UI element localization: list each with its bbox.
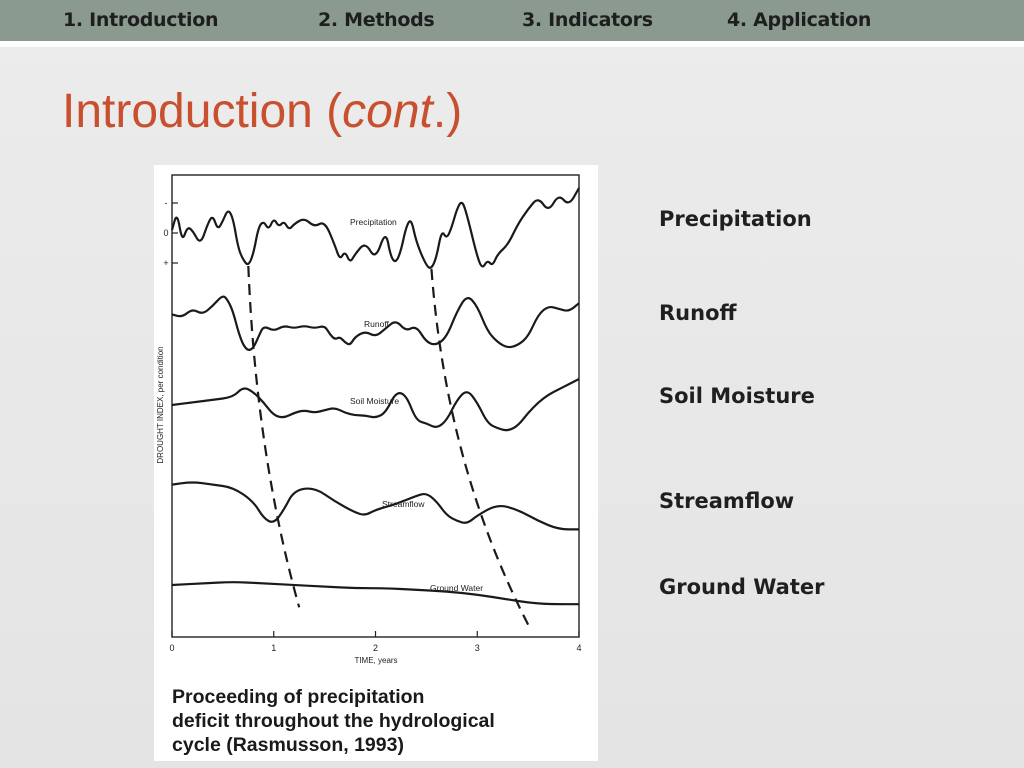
caption-line-2: deficit throughout the hydrological [172, 710, 495, 732]
label-streamflow: Streamflow [659, 489, 795, 513]
nav-tab-indicators[interactable]: 3. Indicators [522, 9, 653, 31]
y-tick-label: - [165, 198, 168, 208]
caption-line-1: Proceeding of precipitation [172, 686, 425, 708]
title-italic: cont [342, 85, 433, 138]
label-soil-moisture: Soil Moisture [659, 384, 815, 408]
nav-bar [0, 0, 1024, 41]
title-tail: .) [432, 85, 463, 138]
series-label-streamflow: Streamflow [382, 499, 425, 509]
series-line-streamflow [171, 481, 579, 531]
series-label-runoff: Runoff [364, 319, 390, 329]
caption-line-3: cycle (Rasmusson, 1993) [172, 734, 404, 756]
lag-dashed-line-2 [430, 268, 530, 626]
series-label-ground-water: Ground Water [430, 583, 483, 593]
series-line-ground-water [171, 581, 579, 606]
drought-propagation-chart: DROUGHT INDEX, per condition TIME, years… [156, 174, 582, 665]
nav-divider [0, 41, 1024, 47]
series-line-runoff [171, 295, 580, 351]
label-precipitation: Precipitation [659, 207, 812, 231]
series-label-soil-moisture: Soil Moisture [350, 396, 399, 406]
x-tick-label: 1 [271, 643, 276, 653]
slide-title: Introduction (cont.) [62, 84, 462, 139]
x-axis-label: TIME, years [354, 656, 397, 665]
x-tick-label: 3 [475, 643, 480, 653]
nav-tab-methods[interactable]: 2. Methods [318, 9, 435, 31]
label-runoff: Runoff [659, 301, 737, 325]
plot-frame [171, 174, 580, 638]
label-ground-water: Ground Water [659, 575, 825, 599]
x-tick-label: 0 [169, 643, 174, 653]
series-line-precipitation [170, 187, 580, 269]
nav-tab-application[interactable]: 4. Application [727, 9, 872, 31]
hydrograph-figure: DROUGHT INDEX, per condition TIME, years… [154, 165, 598, 761]
figure-caption: Proceeding of precipitation deficit thro… [172, 685, 592, 757]
y-tick-label: 0 [163, 228, 168, 238]
y-axis-label: DROUGHT INDEX, per condition [156, 346, 165, 463]
lag-dashed-line-1 [247, 265, 301, 608]
nav-tab-introduction[interactable]: 1. Introduction [63, 9, 219, 31]
y-tick-label: + [163, 258, 168, 268]
x-tick-label: 2 [373, 643, 378, 653]
series-label-precipitation: Precipitation [350, 217, 397, 227]
x-tick-label: 4 [576, 643, 581, 653]
title-main: Introduction ( [62, 85, 343, 138]
